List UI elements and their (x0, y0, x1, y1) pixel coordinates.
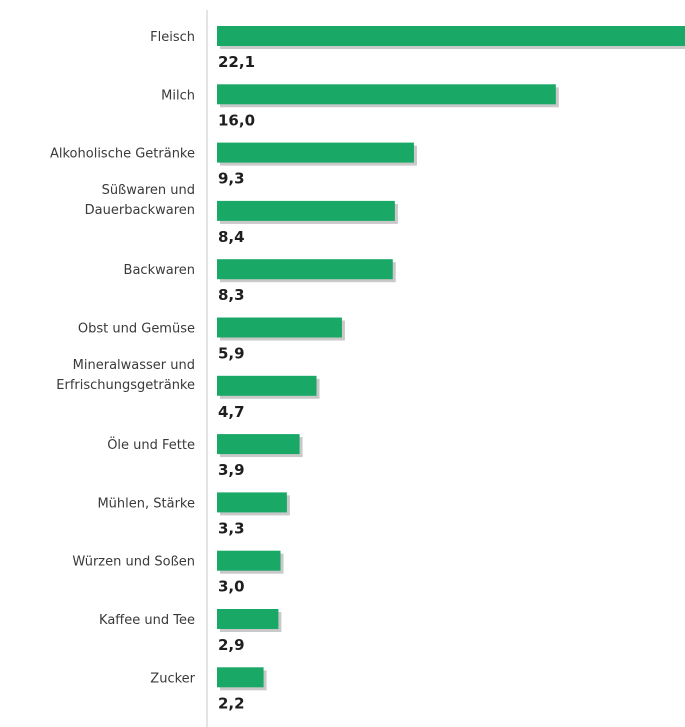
bar (217, 142, 414, 163)
value-label: 8,3 (218, 286, 245, 304)
category-label-line: Mühlen, Stärke (97, 496, 195, 511)
bar (217, 84, 556, 105)
category-label-line: Fleisch (150, 30, 195, 45)
bar (217, 609, 279, 629)
category-label: Süßwaren und Dauerbackwaren (85, 183, 195, 218)
bar (217, 492, 287, 513)
category-label-line: Backwaren (124, 263, 195, 278)
value-label: 16,0 (218, 111, 255, 129)
category-label-line: Öle und Fette (107, 436, 195, 453)
value-label: 9,3 (218, 170, 245, 188)
category-label-line: Zucker (150, 671, 195, 686)
category-label-line: Dauerbackwaren (85, 203, 195, 218)
bar (217, 259, 393, 280)
bar (217, 375, 317, 396)
category-label: Öle und Fette (107, 436, 195, 453)
category-label: Backwaren (124, 263, 195, 278)
bar (217, 200, 395, 221)
value-label: 5,9 (218, 345, 245, 363)
bar (217, 434, 300, 455)
bar (217, 317, 342, 338)
value-label: 3,3 (218, 519, 245, 537)
category-label: Fleisch (150, 30, 195, 45)
category-label-line: Obst und Gemüse (78, 322, 195, 337)
category-label-line: Alkoholische Getränke (50, 147, 195, 162)
value-label: 4,7 (218, 403, 245, 421)
value-label: 3,0 (218, 578, 245, 596)
category-label: Obst und Gemüse (78, 322, 195, 337)
bar (217, 667, 264, 688)
category-label-line: Erfrischungsgetränke (56, 378, 195, 393)
category-label-line: Würzen und Soßen (72, 555, 195, 570)
category-label: Zucker (150, 671, 195, 686)
category-label: Mühlen, Stärke (97, 496, 195, 511)
bar (217, 550, 281, 571)
category-label-line: Milch (161, 88, 195, 103)
value-label: 3,9 (218, 461, 245, 479)
category-label: Milch (161, 88, 195, 103)
value-label: 2,9 (218, 636, 245, 654)
value-label: 8,4 (218, 228, 245, 246)
value-label: 22,1 (218, 53, 255, 71)
bar (217, 26, 685, 46)
category-label-line: Kaffee und Tee (99, 613, 195, 628)
category-label-line: Mineralwasser und (73, 358, 195, 373)
category-label: Alkoholische Getränke (50, 147, 195, 162)
category-label: Mineralwasser und Erfrischungsgetränke (56, 358, 195, 393)
category-label-line: Süßwaren und (102, 183, 195, 198)
category-label: Würzen und Soßen (72, 555, 195, 570)
value-label: 2,2 (218, 694, 245, 712)
category-label: Kaffee und Tee (99, 613, 195, 628)
